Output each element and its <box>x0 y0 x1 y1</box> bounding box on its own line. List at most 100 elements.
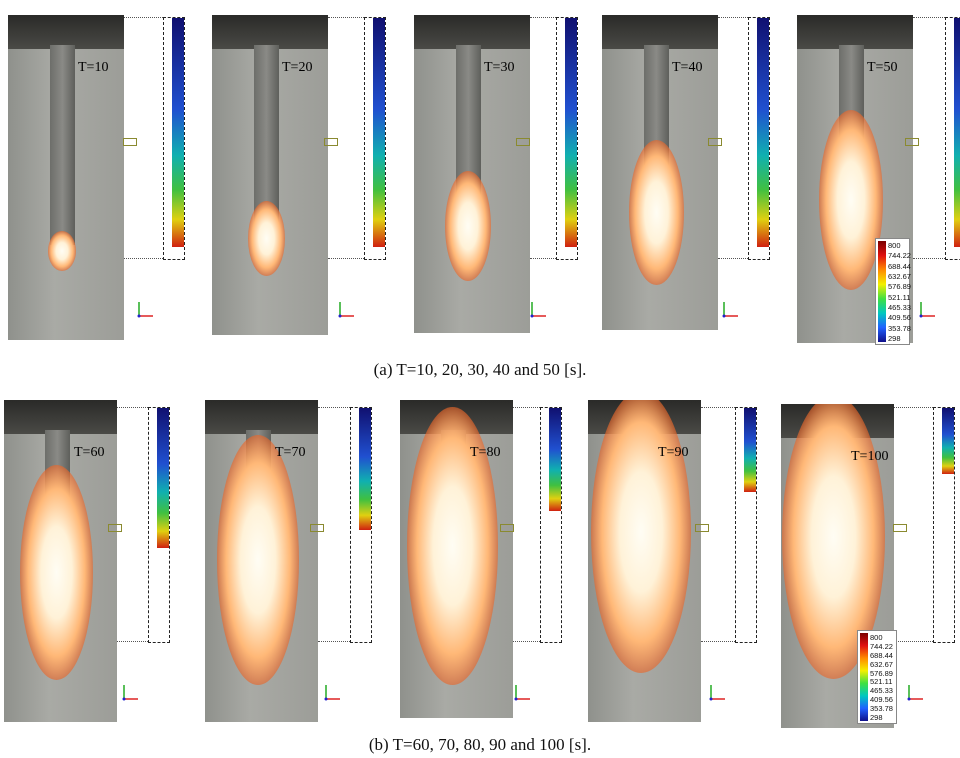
panel-label: T=20 <box>282 60 312 76</box>
colorbar-label: 465.33 <box>870 686 893 695</box>
sim-field <box>744 408 756 492</box>
domain-line <box>913 258 945 259</box>
marker <box>516 138 530 146</box>
domain-line <box>894 641 933 642</box>
flame <box>20 465 93 680</box>
holder <box>212 15 328 49</box>
flame <box>217 435 299 685</box>
panel-label: T=40 <box>672 60 702 76</box>
panel-label: T=10 <box>78 60 108 76</box>
domain-line <box>124 17 163 18</box>
domain-line <box>718 17 748 18</box>
colorbar-label: 800 <box>870 633 883 642</box>
colorbar-label: 521.11 <box>870 677 892 686</box>
rod <box>254 45 280 227</box>
marker <box>905 138 919 146</box>
domain-line <box>894 407 933 408</box>
sim-strip <box>350 407 372 643</box>
sim-strip <box>735 407 757 643</box>
domain-line <box>117 407 148 408</box>
colorbar-label: 576.89 <box>870 669 893 678</box>
domain-line <box>124 258 163 259</box>
colorbar-label: 576.89 <box>888 282 911 291</box>
panel-label: T=50 <box>867 60 897 76</box>
flame <box>591 400 691 673</box>
domain-line <box>117 641 148 642</box>
colorbar-label: 688.44 <box>888 262 911 271</box>
flame <box>48 231 76 271</box>
caption: (b) T=60, 70, 80, 90 and 100 [s]. <box>0 735 960 755</box>
marker <box>695 524 709 532</box>
marker <box>893 524 907 532</box>
sim-field <box>549 408 561 511</box>
colorbar-label: 632.67 <box>888 272 911 281</box>
domain-line <box>513 641 540 642</box>
domain-line <box>513 407 540 408</box>
axis-triad <box>135 298 159 322</box>
axis-triad <box>905 681 929 705</box>
colorbar-label: 409.56 <box>888 313 911 322</box>
domain-line <box>328 17 364 18</box>
sim-field <box>954 18 960 247</box>
marker <box>500 524 514 532</box>
panel-label: T=100 <box>851 449 888 465</box>
colorbar-label: 800 <box>888 241 901 250</box>
colorbar-label: 521.11 <box>888 293 910 302</box>
flame <box>629 140 684 285</box>
caption: (a) T=10, 20, 30, 40 and 50 [s]. <box>0 360 960 380</box>
panel-label: T=90 <box>658 445 688 461</box>
sim-strip <box>364 17 386 260</box>
domain-line <box>701 641 735 642</box>
flame <box>445 171 491 281</box>
holder <box>797 15 913 49</box>
marker <box>123 138 137 146</box>
axis-triad <box>707 681 731 705</box>
sim-strip <box>148 407 170 643</box>
axis-triad <box>528 298 552 322</box>
sim-field <box>172 18 184 247</box>
colorbar-label: 409.56 <box>870 695 893 704</box>
sim-strip <box>748 17 770 260</box>
sim-field <box>757 18 769 247</box>
holder <box>205 400 318 434</box>
marker <box>310 524 324 532</box>
rod <box>50 45 76 245</box>
sim-strip <box>540 407 562 643</box>
colorbar-label: 465.33 <box>888 303 911 312</box>
domain-line <box>530 17 556 18</box>
axis-triad <box>720 298 744 322</box>
sim-field <box>157 408 169 548</box>
marker <box>708 138 722 146</box>
colorbar-label: 688.44 <box>870 651 893 660</box>
sim-strip <box>933 407 955 643</box>
figure: T=10T=20T=30T=40T=50800744.22688.44632.6… <box>0 0 960 758</box>
domain-line <box>913 17 945 18</box>
panel-label: T=80 <box>470 445 500 461</box>
domain-line <box>701 407 735 408</box>
panel-label: T=60 <box>74 445 104 461</box>
flame <box>248 201 285 276</box>
colorbar-label: 353.78 <box>888 324 911 333</box>
holder <box>8 15 124 49</box>
domain-line <box>530 258 556 259</box>
colorbar-label: 744.22 <box>888 251 911 260</box>
holder <box>602 15 718 49</box>
axis-triad <box>120 681 144 705</box>
sim-field <box>359 408 371 530</box>
colorbar-label: 298 <box>870 713 883 722</box>
sim-field <box>565 18 577 247</box>
marker <box>324 138 338 146</box>
colorbar-label: 353.78 <box>870 704 893 713</box>
domain-line <box>318 407 350 408</box>
flame <box>819 110 883 290</box>
colorbar-label: 744.22 <box>870 642 893 651</box>
axis-triad <box>336 298 360 322</box>
sim-strip <box>945 17 960 260</box>
colorbar-gradient <box>860 633 868 721</box>
colorbar-label: 298 <box>888 334 901 343</box>
colorbar-gradient <box>878 241 886 342</box>
axis-triad <box>512 681 536 705</box>
axis-triad <box>322 681 346 705</box>
